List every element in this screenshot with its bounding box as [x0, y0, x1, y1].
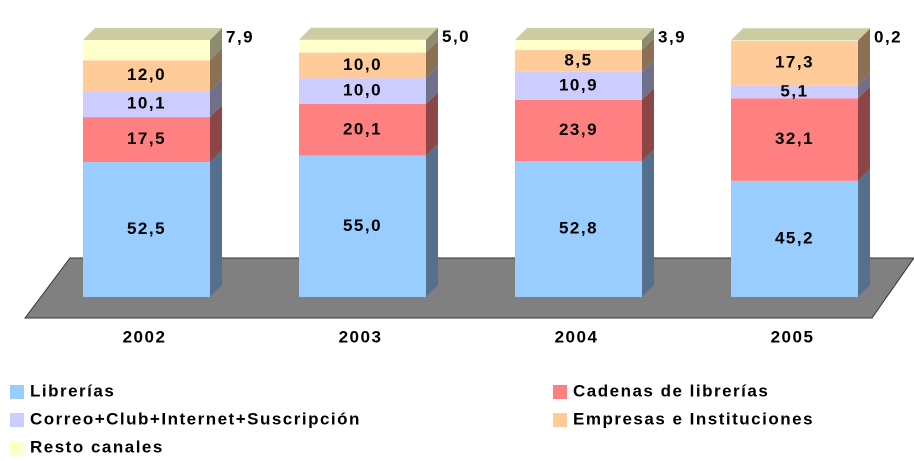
bar-side	[642, 87, 654, 162]
bar	[299, 103, 426, 156]
data-label: 12,0	[127, 65, 166, 84]
data-label: 10,9	[559, 75, 598, 94]
bar	[515, 40, 642, 51]
legend-swatch	[10, 441, 24, 455]
bar	[515, 161, 642, 297]
bar-side	[642, 28, 654, 51]
data-label: 20,1	[343, 119, 382, 138]
bar	[515, 71, 642, 100]
data-label: 45,2	[775, 228, 814, 247]
x-tick-label: 2005	[771, 327, 815, 346]
bar	[731, 180, 858, 297]
data-label: 7,9	[226, 27, 254, 46]
floor	[24, 257, 914, 319]
bar-top	[731, 28, 870, 41]
bar	[299, 78, 426, 104]
data-label: 10,0	[343, 55, 382, 74]
bar-side	[210, 48, 222, 92]
bar	[83, 91, 210, 118]
data-label: 32,1	[775, 129, 814, 148]
x-tick-label: 2004	[555, 327, 599, 346]
bar-side	[426, 143, 438, 297]
data-label: 23,9	[559, 120, 598, 139]
bar-side	[858, 28, 870, 86]
data-label: 17,5	[127, 129, 166, 148]
bar	[731, 40, 858, 41]
bar	[731, 98, 858, 181]
bar-side	[858, 28, 870, 41]
legend-label: Resto canales	[30, 437, 164, 456]
legend-label: Librerías	[30, 381, 115, 400]
bar	[83, 117, 210, 163]
bar-side	[426, 40, 438, 79]
legend-swatch	[10, 413, 24, 427]
data-label: 52,8	[559, 219, 598, 238]
bar	[515, 99, 642, 162]
x-tick-label: 2003	[339, 327, 383, 346]
data-label: 0,2	[874, 28, 902, 47]
bar-side	[210, 28, 222, 61]
bar-top	[299, 27, 438, 40]
legend-swatch	[553, 385, 567, 399]
bar	[731, 40, 858, 86]
bar-side	[642, 149, 654, 297]
data-label: 8,5	[564, 50, 592, 69]
data-label: 52,5	[127, 219, 166, 238]
legend-label: Correo+Club+Internet+Suscripción	[30, 409, 361, 428]
bar-side	[642, 59, 654, 100]
legend-swatch	[553, 413, 567, 427]
legend-swatch	[10, 385, 24, 399]
data-label: 10,0	[343, 81, 382, 100]
bar	[83, 60, 210, 92]
bar-top	[83, 28, 222, 40]
bar	[299, 52, 426, 79]
bar-side	[858, 86, 870, 181]
bar-side	[426, 66, 438, 104]
bar-side	[858, 73, 870, 99]
bar	[83, 162, 210, 297]
bar	[299, 39, 426, 53]
legend-label: Cadenas de librerías	[573, 381, 769, 400]
data-label: 5,1	[780, 81, 808, 100]
bar-side	[426, 27, 438, 53]
bar-top	[515, 28, 654, 40]
bar-side	[426, 91, 438, 156]
legend-label: Empresas e Instituciones	[573, 409, 814, 428]
data-label: 10,1	[127, 94, 166, 113]
data-label: 17,3	[775, 52, 814, 71]
bar-side	[210, 150, 222, 297]
x-tick-label: 2002	[123, 327, 167, 346]
bar-side	[210, 79, 222, 118]
bar	[515, 50, 642, 72]
data-label: 3,9	[658, 27, 686, 46]
data-label: 55,0	[343, 216, 382, 235]
bar	[731, 85, 858, 99]
bar-side	[858, 168, 870, 297]
bar	[299, 155, 426, 297]
bar-side	[210, 105, 222, 163]
bar	[83, 40, 210, 61]
bar-side	[642, 38, 654, 72]
data-label: 5,0	[442, 27, 470, 46]
